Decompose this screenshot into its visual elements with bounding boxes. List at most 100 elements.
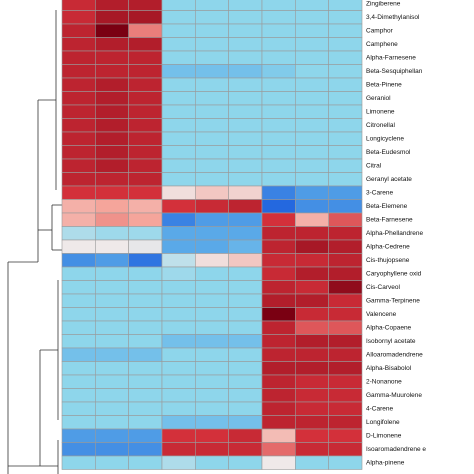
heatmap-cell: [61, 37, 96, 52]
heatmap-cell: [195, 428, 229, 443]
heatmap-cell: [128, 347, 163, 362]
heatmap-cell: [195, 199, 229, 214]
row-label: Alpha-Bisabolol: [366, 365, 412, 372]
heatmap-cell: [295, 361, 329, 376]
heatmap-cell: [295, 239, 329, 254]
heatmap-cell: [228, 334, 263, 349]
heatmap-cell: [228, 0, 263, 11]
heatmap-cell: [128, 455, 163, 470]
heatmap-cell: [295, 64, 329, 79]
heatmap-cell: [295, 145, 329, 160]
heatmap-cell: [95, 185, 129, 200]
heatmap-cell: [228, 280, 263, 295]
heatmap-cell: [128, 307, 163, 322]
heatmap-cell: [195, 388, 229, 403]
heatmap-cell: [261, 77, 296, 92]
heatmap-cell: [128, 10, 163, 25]
heatmap-cell: [328, 212, 363, 227]
heatmap-cell: [195, 415, 229, 430]
heatmap-cell: [161, 334, 196, 349]
row-label: Cis-thujopsene: [366, 257, 410, 264]
heatmap-cell: [161, 388, 196, 403]
heatmap-cell: [195, 212, 229, 227]
row-label: Camphor: [366, 27, 394, 34]
heatmap-cell: [128, 199, 163, 214]
heatmap-cell: [61, 253, 96, 268]
heatmap-cell: [128, 415, 163, 430]
heatmap-cell: [161, 226, 196, 241]
row-label: Beta-Elemene: [366, 203, 408, 210]
row-label: Alpha-Cedrene: [366, 243, 410, 250]
heatmap-cell: [61, 455, 96, 470]
heatmap-cell: [228, 266, 263, 281]
heatmap-cell: [328, 293, 363, 308]
heatmap-cell: [295, 388, 329, 403]
heatmap-cell: [261, 239, 296, 254]
heatmap-cell: [161, 145, 196, 160]
heatmap-cell: [228, 442, 263, 457]
heatmap-cell: [295, 226, 329, 241]
heatmap-cell: [95, 455, 129, 470]
heatmap-cell: [128, 442, 163, 457]
heatmap-cell: [328, 37, 363, 52]
heatmap-cell: [228, 77, 263, 92]
heatmap-cell: [195, 131, 229, 146]
heatmap-cell: [161, 158, 196, 173]
row-label: Gamma-Muurolene: [366, 392, 422, 399]
row-label: Citral: [366, 162, 382, 169]
heatmap-cell: [95, 334, 129, 349]
heatmap-cell: [128, 239, 163, 254]
heatmap-cell: [228, 23, 263, 38]
heatmap-cell: [195, 0, 229, 11]
heatmap-cell: [95, 374, 129, 389]
heatmap-cell: [195, 442, 229, 457]
heatmap-cell: [161, 361, 196, 376]
row-label: Citronellal: [366, 122, 395, 129]
heatmap-cell: [228, 185, 263, 200]
heatmap-cell: [261, 320, 296, 335]
heatmap-cell: [228, 104, 263, 119]
heatmap-cell: [95, 226, 129, 241]
heatmap-cell: [328, 131, 363, 146]
heatmap-cell: [228, 10, 263, 25]
heatmap-cell: [295, 50, 329, 65]
heatmap-cell: [261, 64, 296, 79]
heatmap-cell: [95, 104, 129, 119]
heatmap-cell: [328, 334, 363, 349]
heatmap-cell: [61, 401, 96, 416]
row-label: 2-Nonanone: [366, 378, 402, 385]
heatmap-cell: [61, 10, 96, 25]
heatmap-cell: [261, 10, 296, 25]
row-label: Beta-Sesquiphellan: [366, 68, 423, 75]
heatmap-cell: [195, 23, 229, 38]
heatmap-cell: [228, 307, 263, 322]
heatmap-cell: [228, 401, 263, 416]
heatmap-cell: [95, 307, 129, 322]
row-label: Alpha-Phellandrene: [366, 230, 423, 237]
heatmap-cell: [195, 91, 229, 106]
heatmap-cell: [261, 388, 296, 403]
heatmap-cell: [195, 455, 229, 470]
row-label: Gamma-Terpinene: [366, 297, 420, 304]
heatmap-cell: [95, 77, 129, 92]
heatmap-cell: [128, 118, 163, 133]
heatmap-cell: [128, 253, 163, 268]
heatmap-cell: [295, 280, 329, 295]
row-labels: Zingiberene 3,4-Dimethylanisol Camphor Camp…: [366, 0, 426, 466]
heatmap-cell: [228, 145, 263, 160]
heatmap-cell: [61, 280, 96, 295]
row-label: Isoaromadendrene e: [366, 446, 426, 453]
heatmap-cell: [261, 253, 296, 268]
heatmap-cell: [128, 374, 163, 389]
heatmap-cell: [261, 37, 296, 52]
heatmap-cell: [61, 158, 96, 173]
heatmap-cell: [95, 253, 129, 268]
heatmap-cell: [295, 415, 329, 430]
heatmap-cell: [295, 77, 329, 92]
heatmap-cell: [228, 374, 263, 389]
heatmap-cell: [95, 347, 129, 362]
row-label: Geraniol: [366, 95, 391, 102]
heatmap-cell: [128, 104, 163, 119]
heatmap-cell: [228, 415, 263, 430]
heatmap-cell: [161, 199, 196, 214]
